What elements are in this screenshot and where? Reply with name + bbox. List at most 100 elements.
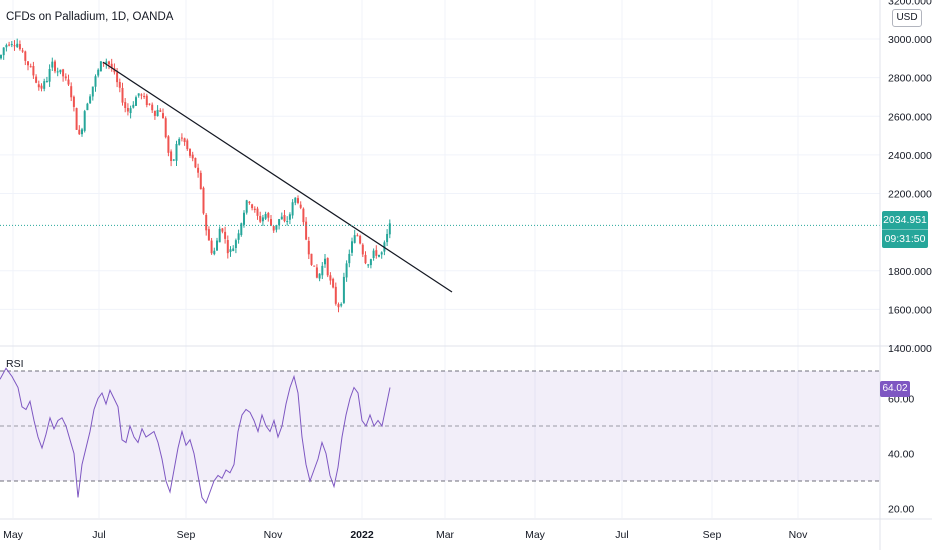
candle-body <box>159 110 162 112</box>
candle-body <box>153 110 156 116</box>
candle-body <box>261 217 264 222</box>
candle-body <box>286 221 289 223</box>
rsi-tick-label: 40.00 <box>888 449 914 461</box>
candle-body <box>70 86 73 98</box>
price-tick-label: 1800.000 <box>888 266 932 278</box>
x-tick-label: Jul <box>92 529 105 541</box>
resistance-trendline <box>102 61 453 293</box>
x-tick-label: May <box>3 529 24 541</box>
price-tick-label: 3200.000 <box>888 0 932 7</box>
candle-body <box>229 249 232 252</box>
candle-body <box>361 244 364 255</box>
candle-body <box>375 250 378 256</box>
candle-body <box>10 44 13 46</box>
candle-body <box>51 61 54 68</box>
candle-body <box>40 85 43 89</box>
candle-body <box>226 240 229 254</box>
candle-body <box>83 111 86 131</box>
candle-body <box>283 215 286 222</box>
x-tick-label: 2022 <box>350 529 374 541</box>
candle-body <box>243 212 245 225</box>
candle-body <box>237 233 240 240</box>
candle-body <box>205 214 208 231</box>
candle-body <box>167 136 170 153</box>
candle-body <box>302 208 305 223</box>
candle-body <box>332 278 335 288</box>
candle-body <box>367 264 370 266</box>
candle-body <box>89 96 92 104</box>
price-axis-labels: 3200.000 3000.000 2800.000 2600.000 2400.000… <box>888 0 932 355</box>
candle-body <box>59 69 62 73</box>
candle-body <box>245 200 248 213</box>
currency-button[interactable]: USD <box>892 9 922 27</box>
candle-body <box>275 225 278 230</box>
grid-lines <box>0 0 880 518</box>
candle-body <box>5 45 8 48</box>
trendline <box>102 61 453 293</box>
candle-body <box>307 240 310 255</box>
rsi-line <box>0 367 391 505</box>
last-price-badge: 2034.951 09:31:50 <box>882 211 928 248</box>
candle-body <box>156 109 159 117</box>
candle-body <box>216 240 218 251</box>
candle-body <box>334 286 337 304</box>
rsi-series-line <box>0 367 391 505</box>
candle-body <box>32 65 35 76</box>
candle-body <box>315 267 318 278</box>
x-tick-label: Sep <box>703 529 722 541</box>
candle-body <box>348 253 351 264</box>
candle-body <box>321 265 324 276</box>
candle-body <box>129 108 132 114</box>
candle-body <box>270 219 272 226</box>
rsi-tick-label: 20.00 <box>888 504 914 516</box>
chart-title: CFDs on Palladium, 1D, OANDA <box>6 11 174 23</box>
candle-body <box>45 80 48 83</box>
candle-body <box>253 208 256 210</box>
candle-body <box>164 118 167 138</box>
candle-body <box>264 213 267 219</box>
candle-body <box>91 86 94 97</box>
candle-body <box>340 304 343 306</box>
x-tick-label: Jul <box>615 529 628 541</box>
candle-body <box>326 258 329 276</box>
rsi-band-fill <box>0 371 880 481</box>
candle-body <box>251 204 254 209</box>
candle-body <box>369 259 372 266</box>
candle-body <box>140 94 143 96</box>
candle-body <box>318 273 321 279</box>
candle-body <box>170 151 173 162</box>
candle-body <box>126 108 129 112</box>
price-tick-label: 1400.000 <box>888 343 932 355</box>
last-price-value: 2034.951 <box>883 214 927 226</box>
candle-body <box>234 240 237 249</box>
candle-body <box>310 253 313 265</box>
candle-body <box>210 240 213 254</box>
price-tick-label: 2400.000 <box>888 150 932 162</box>
candle-body <box>356 235 359 237</box>
candle-body <box>75 108 78 130</box>
candle-body <box>124 102 127 109</box>
candle-body <box>380 252 383 255</box>
candle-body <box>291 202 294 216</box>
candle-body <box>172 159 175 161</box>
candle-body <box>267 213 270 218</box>
candle-body <box>37 84 40 88</box>
candle-body <box>280 216 283 220</box>
candle-body <box>78 129 81 135</box>
candle-body <box>118 81 121 88</box>
candle-body <box>72 96 75 107</box>
candle-body <box>81 129 83 135</box>
candle-body <box>313 265 316 267</box>
candle-body <box>342 276 345 303</box>
candle-body <box>221 228 224 232</box>
candle-body <box>86 103 89 111</box>
x-tick-label: Sep <box>177 529 196 541</box>
candle-body <box>54 61 56 72</box>
candle-body <box>24 51 27 61</box>
candle-body <box>189 148 191 156</box>
candle-body <box>337 304 340 308</box>
price-tick-label: 2800.000 <box>888 73 932 85</box>
